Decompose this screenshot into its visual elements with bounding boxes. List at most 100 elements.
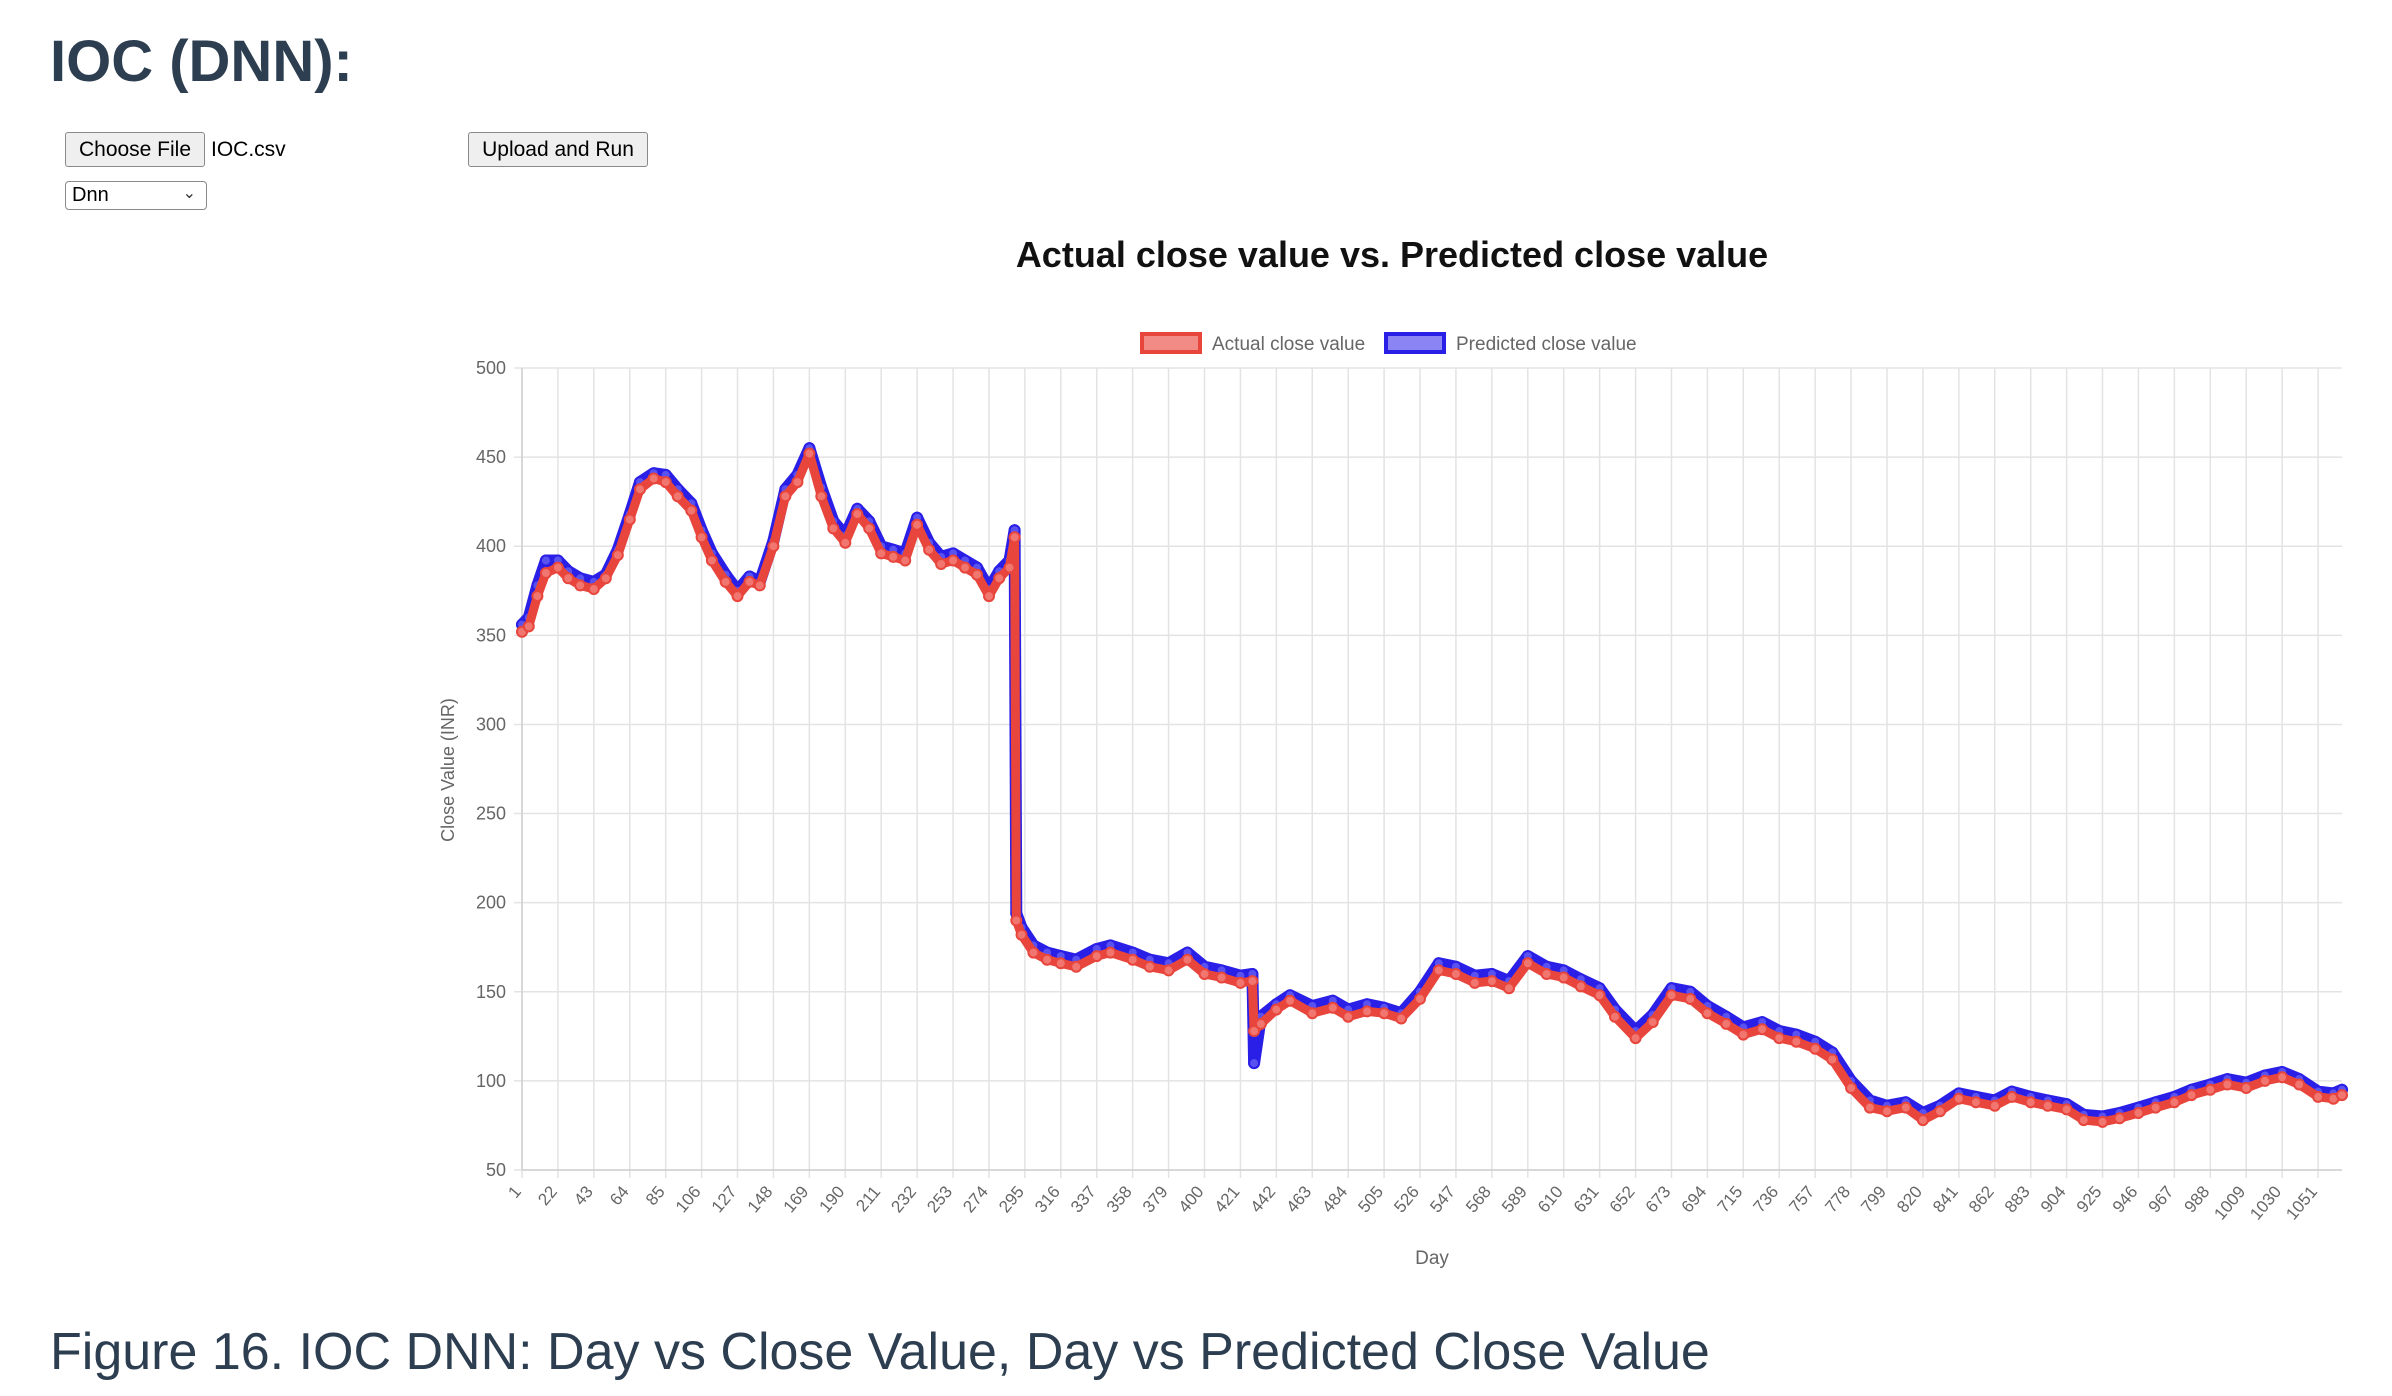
data-point-actual[interactable] <box>719 575 732 588</box>
data-point-actual[interactable] <box>695 531 708 544</box>
data-point-actual[interactable] <box>2168 1096 2181 1109</box>
data-point-actual[interactable] <box>1881 1105 1893 1118</box>
data-point-actual[interactable] <box>1015 928 1028 941</box>
data-point-actual[interactable] <box>1432 964 1445 977</box>
data-point-actual[interactable] <box>1361 1005 1373 1018</box>
data-point-actual[interactable] <box>1254 1017 1267 1030</box>
data-point-actual[interactable] <box>1773 1032 1786 1045</box>
data-point-actual[interactable] <box>1306 1007 1319 1020</box>
data-point-actual[interactable] <box>2060 1103 2073 1116</box>
data-point-actual[interactable] <box>1845 1082 1858 1094</box>
data-point-actual[interactable] <box>923 543 936 556</box>
data-point-actual[interactable] <box>539 567 552 579</box>
data-point-actual[interactable] <box>983 590 995 603</box>
data-point-actual[interactable] <box>1899 1101 1912 1114</box>
data-point-actual[interactable] <box>647 472 660 485</box>
data-point-actual[interactable] <box>803 447 816 460</box>
data-point-actual[interactable] <box>1540 968 1553 980</box>
data-point-actual[interactable] <box>863 522 876 535</box>
data-point-actual[interactable] <box>623 513 636 526</box>
data-point-actual[interactable] <box>971 568 983 581</box>
data-point-actual[interactable] <box>1449 968 1462 980</box>
data-point-actual[interactable] <box>611 549 624 562</box>
data-point-actual[interactable] <box>685 504 698 517</box>
data-point-actual[interactable] <box>1485 975 1498 988</box>
data-point-actual[interactable] <box>587 583 600 595</box>
data-point-actual[interactable] <box>2132 1107 2145 1119</box>
data-point-actual[interactable] <box>531 590 544 603</box>
data-point-actual[interactable] <box>1988 1099 2001 1112</box>
data-point-actual[interactable] <box>1593 989 1606 1002</box>
data-point-actual[interactable] <box>1916 1114 1929 1127</box>
data-point-predicted[interactable] <box>539 554 552 567</box>
data-point-actual[interactable] <box>1246 975 1259 988</box>
data-point-actual[interactable] <box>2149 1101 2162 1114</box>
data-point-actual[interactable] <box>1756 1023 1769 1036</box>
data-point-actual[interactable] <box>1010 914 1023 927</box>
data-point-actual[interactable] <box>1104 946 1117 959</box>
data-point-actual[interactable] <box>659 476 672 489</box>
data-point-actual[interactable] <box>1008 531 1021 544</box>
data-point-actual[interactable] <box>574 579 587 592</box>
data-point-actual[interactable] <box>1521 957 1534 970</box>
data-point-actual[interactable] <box>2293 1078 2306 1091</box>
data-point-actual[interactable] <box>1414 992 1426 1005</box>
data-point-actual[interactable] <box>551 561 564 574</box>
data-point-actual[interactable] <box>779 490 792 503</box>
data-point-actual[interactable] <box>1234 976 1247 989</box>
data-point-actual[interactable] <box>851 508 864 521</box>
data-point-actual[interactable] <box>1790 1035 1803 1048</box>
data-point-actual[interactable] <box>815 490 828 503</box>
data-point-actual[interactable] <box>1826 1053 1839 1066</box>
data-point-actual[interactable] <box>1162 964 1175 977</box>
data-point-actual[interactable] <box>911 518 924 531</box>
data-point-actual[interactable] <box>1248 1025 1261 1037</box>
data-point-actual[interactable] <box>2024 1096 2037 1109</box>
choose-file-button[interactable]: Choose File <box>65 132 205 167</box>
data-point-actual[interactable] <box>1126 953 1139 966</box>
data-point-actual[interactable] <box>1574 980 1587 993</box>
data-point-actual[interactable] <box>1468 976 1481 989</box>
data-point-actual[interactable] <box>1342 1010 1355 1023</box>
data-point-actual[interactable] <box>1969 1096 1982 1109</box>
data-point-actual[interactable] <box>1041 953 1054 966</box>
model-select[interactable]: Dnn ⌄ <box>65 181 207 210</box>
data-point-actual[interactable] <box>1090 950 1103 963</box>
data-point-actual[interactable] <box>1181 953 1194 966</box>
data-point-actual[interactable] <box>1629 1032 1642 1045</box>
data-point-actual[interactable] <box>634 483 646 496</box>
data-point-actual[interactable] <box>1378 1007 1391 1020</box>
data-point-actual[interactable] <box>1215 971 1228 984</box>
data-point-actual[interactable] <box>1284 994 1296 1007</box>
data-point-actual[interactable] <box>2312 1090 2325 1103</box>
data-point-actual[interactable] <box>753 579 766 592</box>
data-point-actual[interactable] <box>1609 1010 1621 1023</box>
data-point-actual[interactable] <box>959 561 971 574</box>
data-point-actual[interactable] <box>1198 968 1211 980</box>
data-point-actual[interactable] <box>731 590 744 603</box>
data-point-actual[interactable] <box>1863 1101 1876 1114</box>
data-point-actual[interactable] <box>1737 1028 1750 1041</box>
data-point-actual[interactable] <box>1720 1017 1733 1030</box>
data-point-actual[interactable] <box>705 554 718 567</box>
data-point-actual[interactable] <box>2204 1083 2217 1096</box>
data-point-actual[interactable] <box>827 522 840 535</box>
data-point-actual[interactable] <box>1270 1003 1283 1016</box>
data-point-actual[interactable] <box>562 572 575 585</box>
chart-legend[interactable]: Actual close value Predicted close value <box>1140 332 1637 355</box>
data-point-actual[interactable] <box>1326 1001 1339 1014</box>
data-point-actual[interactable] <box>2336 1089 2348 1102</box>
data-point-actual[interactable] <box>1809 1042 1822 1055</box>
data-point-actual[interactable] <box>1557 971 1570 984</box>
data-point-actual[interactable] <box>1684 992 1697 1005</box>
data-point-actual[interactable] <box>993 572 1006 585</box>
data-point-predicted[interactable] <box>1248 1057 1261 1070</box>
data-point-actual[interactable] <box>767 540 780 553</box>
data-point-actual[interactable] <box>1701 1007 1714 1020</box>
data-point-actual[interactable] <box>2113 1112 2126 1125</box>
data-point-actual[interactable] <box>2041 1099 2054 1112</box>
data-point-actual[interactable] <box>1003 561 1016 574</box>
data-point-actual[interactable] <box>522 620 535 633</box>
data-point-actual[interactable] <box>1070 960 1083 973</box>
data-point-actual[interactable] <box>947 554 960 567</box>
